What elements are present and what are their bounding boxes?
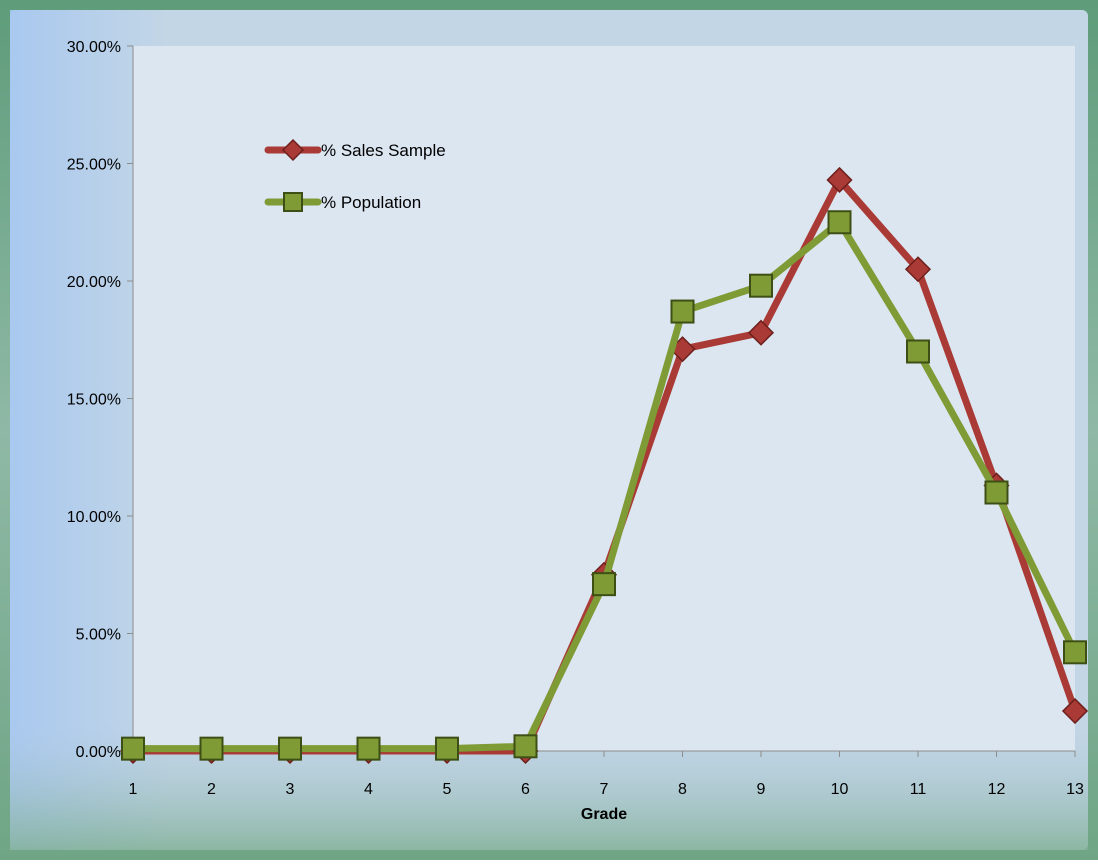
data-point bbox=[826, 166, 853, 194]
x-tick-label: 6 bbox=[521, 781, 530, 798]
x-tick-label: 1 bbox=[129, 781, 138, 798]
x-tick-label: 9 bbox=[757, 781, 766, 798]
x-tick-label: 7 bbox=[600, 781, 609, 798]
data-point bbox=[1063, 640, 1087, 665]
data-point bbox=[592, 572, 616, 597]
data-point bbox=[984, 480, 1009, 505]
series-layer bbox=[119, 166, 1089, 765]
y-tick-label: 0.00% bbox=[76, 744, 121, 761]
x-tick-label: 5 bbox=[443, 781, 452, 798]
data-point bbox=[1061, 697, 1089, 725]
data-point bbox=[670, 299, 695, 324]
plot-area bbox=[133, 46, 1075, 751]
x-tick-label: 13 bbox=[1066, 781, 1084, 798]
data-point bbox=[435, 736, 459, 761]
x-tick-label: 4 bbox=[364, 781, 373, 798]
x-tick-label: 11 bbox=[910, 781, 927, 798]
y-tick-label: 30.00% bbox=[67, 39, 121, 56]
legend-item: % Population bbox=[264, 192, 421, 212]
legend-swatch-marker bbox=[283, 192, 303, 212]
data-point bbox=[827, 210, 852, 235]
data-point bbox=[278, 736, 302, 761]
y-tick-label: 15.00% bbox=[67, 392, 121, 409]
legend: % Sales Sample % Population bbox=[264, 138, 446, 212]
data-point bbox=[199, 736, 224, 761]
x-tick-label: 8 bbox=[678, 781, 687, 798]
legend-label: % Population bbox=[321, 193, 421, 212]
x-tick-label: 3 bbox=[286, 781, 295, 798]
x-tick-label: 12 bbox=[988, 781, 1006, 798]
data-point bbox=[356, 736, 381, 761]
y-tick-label: 5.00% bbox=[76, 627, 121, 644]
data-point bbox=[904, 256, 932, 283]
x-tick-label: 2 bbox=[207, 781, 216, 798]
legend-label: % Sales Sample bbox=[321, 141, 446, 160]
y-tick-label: 10.00% bbox=[67, 509, 121, 526]
y-axis-ticks: 0.00% 5.00% 10.00% 15.00% 20.00% 25.00% 30.00% bbox=[67, 39, 133, 761]
data-point bbox=[513, 734, 538, 759]
series-2 bbox=[121, 210, 1087, 761]
data-point bbox=[749, 273, 773, 298]
legend-swatch-marker bbox=[281, 138, 305, 162]
data-point bbox=[906, 339, 930, 364]
data-point bbox=[121, 736, 145, 761]
y-tick-label: 25.00% bbox=[67, 157, 121, 174]
x-tick-label: 10 bbox=[831, 781, 849, 798]
y-tick-label: 20.00% bbox=[67, 274, 121, 291]
x-axis-label: Grade bbox=[581, 806, 627, 823]
data-point bbox=[747, 319, 775, 346]
legend-item: % Sales Sample bbox=[264, 138, 446, 162]
x-axis-ticks: 1 2 3 4 5 6 7 8 9 10 11 12 13 bbox=[129, 751, 1084, 798]
